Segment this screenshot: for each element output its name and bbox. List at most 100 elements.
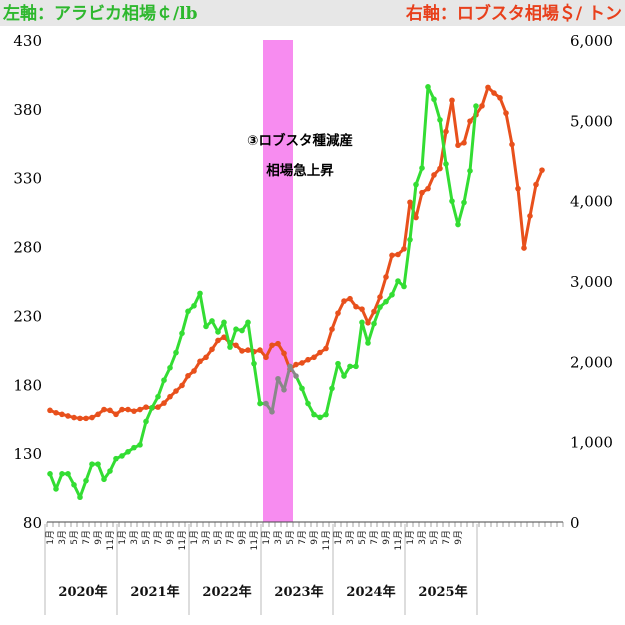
month-tick-label: 7月 [441, 530, 452, 545]
robusta-point [335, 310, 341, 316]
arabica-point [383, 298, 389, 305]
arabica-point [191, 302, 197, 309]
robusta-point [341, 298, 347, 304]
arabica-point [275, 375, 281, 382]
arabica-point [251, 360, 257, 367]
arabica-point [473, 103, 479, 109]
robusta-line-segment [402, 200, 412, 251]
robusta-line-segment [516, 187, 526, 250]
header-bar [0, 0, 625, 26]
year-label: 2021年 [130, 584, 179, 600]
arabica-point [323, 411, 329, 418]
arabica-point [263, 400, 269, 407]
month-tick-label: 9月 [453, 530, 464, 545]
robusta-point [431, 172, 437, 178]
arabica-line-segment [156, 378, 166, 399]
month-tick-label: 11月 [393, 530, 404, 550]
arabica-point [167, 364, 173, 371]
robusta-point [347, 295, 353, 302]
arabica-point [161, 377, 167, 383]
robusta-line-segment [444, 98, 454, 134]
axes-group: 80 130 180 230 280 330 380 430 0 1,000 2,000 3,000 4… [13, 32, 613, 615]
left-tick-label: 130 [13, 445, 42, 463]
month-tick-label: 9月 [309, 530, 320, 545]
right-tick-label: 2,000 [570, 353, 613, 371]
arabica-point [83, 477, 89, 484]
arabica-point [209, 318, 215, 324]
month-tick-label: 1月 [333, 530, 344, 545]
month-tick-label: 3月 [345, 530, 356, 545]
arabica-point [101, 476, 107, 483]
arabica-point [203, 323, 209, 330]
robusta-point [533, 181, 539, 188]
arabica-point [137, 442, 143, 448]
robusta-point [191, 368, 197, 374]
highlight-band [263, 40, 293, 522]
arabica-point [329, 385, 335, 392]
robusta-point [269, 342, 275, 349]
arabica-point [89, 461, 95, 467]
robusta-point [407, 199, 413, 206]
arabica-point [227, 344, 233, 350]
arabica-point [65, 471, 71, 477]
arabica-line-segment [402, 238, 412, 289]
month-tick-label: 5月 [285, 530, 296, 545]
year-label: 2023年 [274, 584, 323, 600]
arabica-point [287, 363, 293, 370]
year-label: 2025年 [418, 584, 467, 600]
arabica-point [173, 349, 179, 356]
arabica-line-segment [450, 199, 460, 227]
robusta-point [323, 345, 329, 352]
robusta-point [539, 167, 545, 173]
arabica-point [179, 330, 185, 337]
left-tick-label: 380 [13, 101, 42, 119]
robusta-point [305, 356, 311, 363]
arabica-line-segment [270, 377, 280, 414]
arabica-line-segment [78, 479, 88, 499]
robusta-line-segment [330, 311, 340, 331]
robusta-point [77, 415, 83, 422]
month-tick-label: 5月 [69, 530, 80, 545]
robusta-point [479, 103, 485, 109]
robusta-point [371, 308, 377, 315]
robusta-point [245, 347, 251, 353]
robusta-point [401, 246, 407, 252]
year-label: 2020年 [58, 584, 107, 600]
right-axis-title: 右軸：ロブスタ相場＄/ トン [406, 3, 622, 24]
arabica-line-segment [84, 462, 94, 483]
left-tick-label: 330 [13, 170, 42, 188]
robusta-point [263, 354, 269, 361]
arabica-point [125, 448, 131, 455]
arabica-point [431, 96, 437, 103]
robusta-point [107, 407, 113, 414]
year-label: 2024年 [346, 584, 395, 600]
month-tick-label: 3月 [417, 530, 428, 545]
arabica-point [257, 400, 263, 407]
arabica-line-segment [354, 320, 364, 368]
robusta-point [125, 406, 131, 413]
month-tick-label: 7月 [297, 530, 308, 545]
arabica-point [419, 165, 425, 171]
month-tick-label: 5月 [429, 530, 440, 545]
month-tick-label: 5月 [357, 530, 368, 545]
robusta-point [131, 408, 137, 414]
robusta-point [221, 334, 227, 341]
arabica-point [113, 455, 119, 462]
arabica-point [221, 319, 227, 326]
arabica-point [335, 360, 341, 367]
arabica-point [455, 221, 461, 228]
arabica-line-segment [414, 166, 424, 187]
arabica-point [71, 482, 77, 488]
arabica-point [467, 168, 473, 174]
arabica-line-segment [252, 362, 262, 406]
arabica-line-segment [366, 322, 376, 345]
robusta-line-segment [324, 327, 334, 350]
arabica-line-segment [420, 85, 430, 170]
robusta-point [359, 306, 365, 312]
robusta-point [413, 214, 419, 221]
arabica-point [377, 304, 383, 310]
robusta-point [497, 95, 503, 101]
robusta-point [491, 90, 497, 96]
